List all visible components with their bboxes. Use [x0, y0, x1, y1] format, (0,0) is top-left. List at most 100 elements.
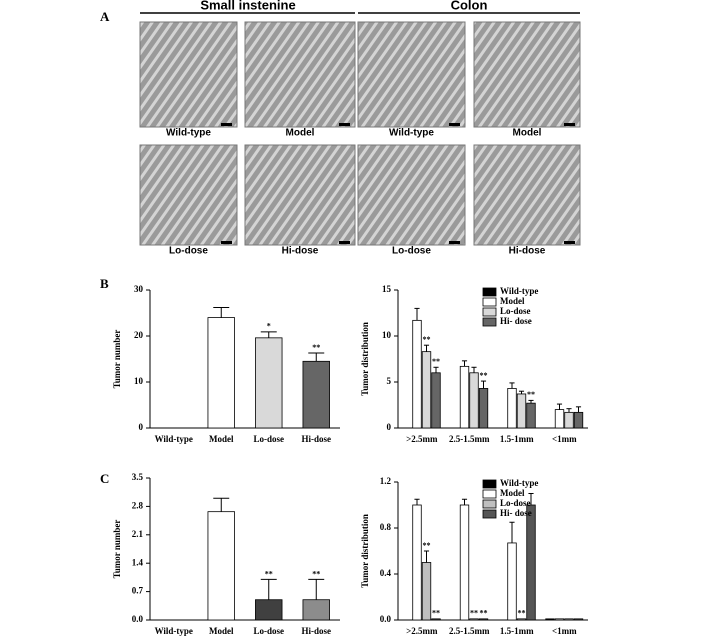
significance: **	[470, 609, 478, 618]
x-tick-label: 1.5-1mm	[500, 434, 534, 444]
significance: **	[432, 357, 440, 366]
legend-label: Hi- dose	[500, 508, 532, 518]
y-tick-label: 0.7	[132, 586, 144, 596]
y-tick-label: 0	[387, 422, 392, 432]
y-tick-label: 0.4	[380, 568, 392, 578]
bar	[255, 599, 283, 621]
significance: **	[480, 609, 488, 618]
significance: **	[312, 343, 320, 352]
bar	[478, 618, 489, 621]
bar	[554, 618, 565, 621]
panel-header: Small instenine	[200, 0, 295, 12]
scale-bar	[564, 241, 575, 244]
bar	[469, 372, 479, 429]
micrograph	[244, 21, 356, 128]
significance: **	[423, 335, 431, 344]
significance: **	[312, 569, 320, 578]
image-caption: Hi-dose	[282, 246, 319, 257]
legend-label: Lo-dose	[500, 498, 531, 508]
x-tick-label: 2.5-1.5mm	[449, 626, 490, 636]
x-tick-label: >2.5mm	[406, 626, 438, 636]
scale-bar	[339, 241, 350, 244]
bar	[255, 337, 283, 429]
y-tick-label: 30	[134, 284, 144, 294]
bar	[459, 365, 470, 429]
significance: **	[265, 569, 273, 578]
legend-swatch	[482, 287, 497, 297]
legend-label: Hi- dose	[500, 316, 532, 326]
bar	[207, 317, 235, 429]
scale-bar	[564, 123, 575, 126]
significance: **	[518, 609, 526, 618]
image-caption: Model	[286, 128, 315, 139]
y-tick-label: 15	[382, 284, 392, 294]
legend-label: Lo-dose	[500, 306, 531, 316]
significance: **	[480, 371, 488, 380]
legend-label: Wild-type	[500, 286, 538, 296]
image-caption: Model	[513, 128, 542, 139]
x-tick-label: Hi-dose	[301, 626, 331, 636]
bar	[302, 599, 330, 621]
legend-swatch	[482, 479, 497, 489]
bar	[421, 562, 432, 621]
micrograph	[357, 144, 466, 246]
bar	[573, 618, 584, 621]
significance: **	[423, 541, 431, 550]
bar	[478, 388, 489, 429]
legend-swatch	[482, 499, 497, 509]
x-tick-label: Model	[209, 626, 234, 636]
y-tick-label: 1.4	[132, 557, 144, 567]
bar	[469, 618, 479, 621]
bar	[526, 402, 536, 429]
bar	[431, 372, 441, 429]
bar	[554, 409, 565, 429]
y-tick-label: 0	[139, 422, 144, 432]
legend-swatch	[482, 509, 497, 519]
panel-label: C	[100, 471, 109, 486]
x-tick-label: Lo-dose	[253, 434, 284, 444]
y-axis-label: Tumor number	[112, 520, 122, 579]
x-tick-label: Wild-type	[155, 434, 193, 444]
bar	[431, 618, 441, 621]
x-tick-label: Model	[209, 434, 234, 444]
scale-bar	[449, 123, 460, 126]
legend-swatch	[482, 297, 497, 307]
x-tick-label: Lo-dose	[253, 626, 284, 636]
bar	[516, 618, 527, 621]
scale-bar	[339, 123, 350, 126]
y-tick-label: 5	[387, 376, 392, 386]
micrograph	[473, 21, 581, 128]
bar	[507, 388, 517, 429]
y-tick-label: 20	[134, 330, 144, 340]
bar	[507, 542, 517, 621]
significance: **	[432, 609, 440, 618]
y-tick-label: 10	[382, 330, 392, 340]
x-tick-label: 1.5-1mm	[500, 626, 534, 636]
image-caption: Wild-type	[166, 128, 211, 139]
significance: **	[527, 390, 535, 399]
y-tick-label: 2.1	[132, 529, 144, 539]
panel-label: A	[100, 9, 110, 24]
micrograph	[139, 144, 238, 246]
y-tick-label: 0.8	[380, 522, 392, 532]
legend-swatch	[482, 489, 497, 499]
scale-bar	[221, 241, 232, 244]
y-tick-label: 0.0	[380, 614, 392, 624]
bar	[516, 393, 527, 429]
image-caption: Lo-dose	[169, 246, 208, 257]
legend-swatch	[482, 317, 497, 327]
y-tick-label: 0.0	[132, 614, 144, 624]
legend-label: Wild-type	[500, 478, 538, 488]
bar	[421, 351, 432, 429]
image-caption: Wild-type	[389, 128, 434, 139]
y-tick-label: 2.8	[132, 500, 144, 510]
bar	[412, 319, 422, 429]
bar	[564, 618, 574, 621]
bar	[302, 360, 330, 429]
bar	[564, 411, 574, 429]
micrograph	[357, 21, 466, 128]
bar	[412, 504, 422, 621]
micrograph	[139, 21, 238, 128]
bar	[526, 504, 536, 621]
scale-bar	[221, 123, 232, 126]
